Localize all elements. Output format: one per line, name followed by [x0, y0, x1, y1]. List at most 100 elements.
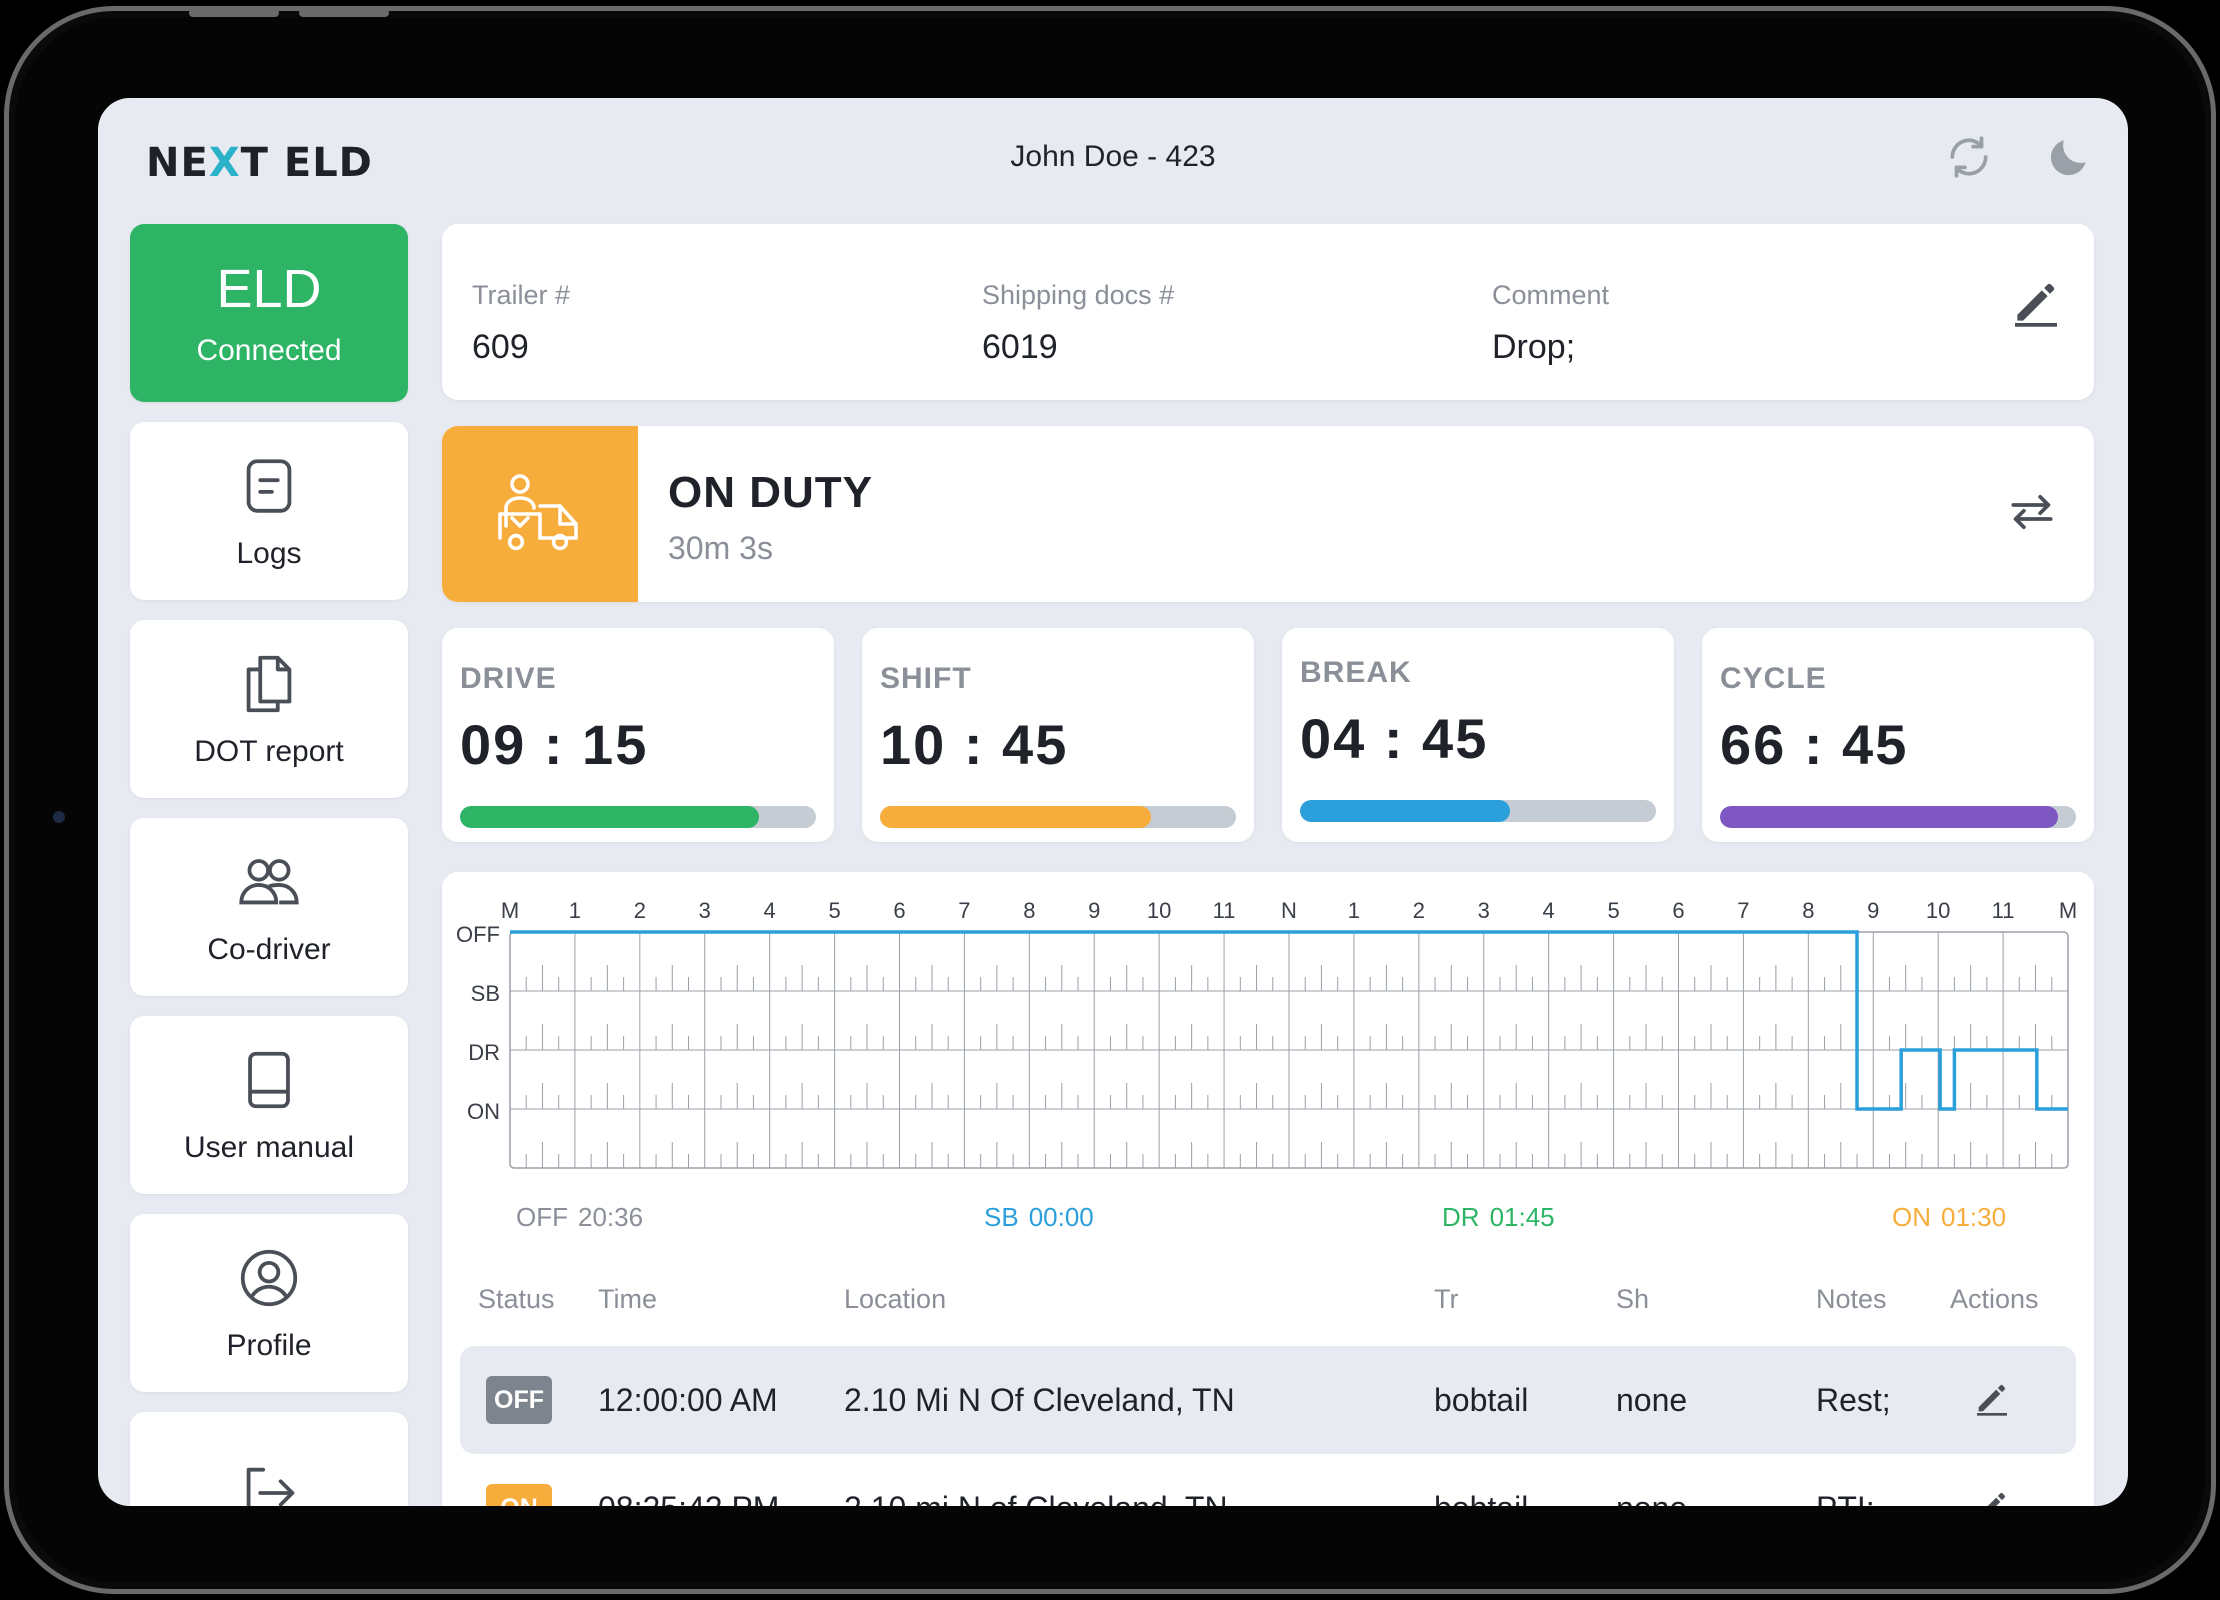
hardware-button	[189, 9, 279, 17]
progress-track	[460, 806, 816, 828]
logs-icon	[246, 459, 292, 513]
status-row-label: DR	[468, 1040, 500, 1065]
duty-status-card[interactable]: ON DUTY 30m 3s	[442, 426, 2094, 602]
sync-icon[interactable]	[1944, 132, 1994, 182]
status-row-label: ON	[467, 1099, 500, 1124]
row-location: 2.10 Mi N Of Cleveland, TN	[844, 1382, 1235, 1418]
hour-label: 5	[828, 898, 840, 923]
summary-value: 01:45	[1489, 1202, 1555, 1232]
sidebar-item-profile[interactable]: Profile	[130, 1214, 408, 1392]
status-badge: ON	[486, 1484, 552, 1506]
progress-fill	[1720, 806, 2059, 828]
timer-value: 09 : 15	[460, 713, 649, 776]
hour-label: 9	[1088, 898, 1100, 923]
progress-track	[1300, 800, 1656, 822]
hour-label: 10	[1147, 898, 1171, 923]
camera-dot	[53, 811, 65, 823]
row-location: 2.10 mi N of Cleveland, TN	[844, 1490, 1228, 1506]
edit-icon[interactable]	[2008, 274, 2064, 330]
app-screen: NEXT ELD John Doe - 423 ELD Connected Lo…	[98, 98, 2128, 1506]
hour-label: 2	[1413, 898, 1425, 923]
hour-label: 3	[699, 898, 711, 923]
shipping-docs-value: 6019	[982, 328, 1058, 366]
eld-status-card[interactable]: ELD Connected	[130, 224, 408, 402]
summary-key: SB	[984, 1202, 1019, 1232]
column-header-tr: Tr	[1434, 1284, 1459, 1314]
progress-fill	[460, 806, 760, 828]
sidebar-item-label: Profile	[226, 1329, 312, 1362]
shift-timer-card: SHIFT 10 : 45	[862, 628, 1254, 842]
status-badge: OFF	[486, 1376, 552, 1424]
column-header-notes: Notes	[1816, 1284, 1887, 1314]
row-shipping: none	[1616, 1382, 1688, 1418]
timer-label: CYCLE	[1720, 662, 1827, 695]
sidebar-item-logs[interactable]: Logs	[130, 422, 408, 600]
hour-label: 5	[1607, 898, 1619, 923]
sidebar-item-logout[interactable]	[130, 1412, 408, 1506]
row-notes: PTI;	[1816, 1490, 1875, 1506]
document-icon	[246, 655, 292, 713]
sidebar-item-user-manual[interactable]: User manual	[130, 1016, 408, 1194]
table-row[interactable]: ON 08:25:42 PM 2.10 mi N of Cleveland, T…	[460, 1454, 2076, 1506]
column-header-actions: Actions	[1950, 1284, 2039, 1314]
profile-icon	[240, 1249, 298, 1307]
progress-track	[880, 806, 1236, 828]
progress-fill	[1300, 800, 1511, 822]
sidebar-item-co-driver[interactable]: Co-driver	[130, 818, 408, 996]
hour-label: N	[1281, 898, 1297, 923]
column-header-location: Location	[844, 1284, 947, 1314]
hour-label: 11	[1992, 898, 2015, 923]
summary-on: ON 01:30	[1892, 1202, 2006, 1233]
edit-icon[interactable]	[1972, 1378, 2012, 1418]
hour-label: M	[501, 898, 519, 923]
hardware-button	[299, 9, 389, 17]
break-timer-card: BREAK 04 : 45	[1282, 628, 1674, 842]
column-header-status: Status	[478, 1284, 555, 1314]
logout-icon	[246, 1467, 295, 1506]
duty-status-line	[510, 930, 2068, 1111]
table-row[interactable]: OFF 12:00:00 AM 2.10 Mi N Of Cleveland, …	[460, 1346, 2076, 1454]
summary-key: ON	[1892, 1202, 1931, 1232]
hour-label: 8	[1023, 898, 1035, 923]
moon-icon[interactable]	[2044, 132, 2094, 182]
hour-label: 1	[1348, 898, 1360, 923]
summary-value: 00:00	[1028, 1202, 1094, 1232]
edit-icon[interactable]	[1972, 1486, 2012, 1506]
comment-value: Drop;	[1492, 328, 1576, 366]
hour-label: 4	[1543, 898, 1555, 923]
hour-label: 7	[958, 898, 970, 923]
eld-title: ELD	[216, 259, 322, 319]
sidebar-item-label: Logs	[236, 537, 302, 570]
summary-off: OFF 20:36	[516, 1202, 643, 1233]
hour-label: M	[2059, 898, 2077, 923]
sidebar-item-dot-report[interactable]: DOT report	[130, 620, 408, 798]
book-icon	[248, 1051, 290, 1109]
trailer-value: 609	[472, 328, 529, 366]
log-graph-card: M 1 2 3 4 5 6 7 8 9 10 11 N 1 2 3 4 5 6 7 8 9 10 11 M OFF SB DR ON O…	[442, 872, 2094, 1506]
comment-label: Comment	[1492, 280, 1610, 310]
cycle-timer-card: CYCLE 66 : 45	[1702, 628, 2094, 842]
summary-dr: DR 01:45	[1442, 1202, 1555, 1233]
row-trailer: bobtail	[1434, 1490, 1528, 1506]
drive-timer-card: DRIVE 09 : 15	[442, 628, 834, 842]
row-trailer: bobtail	[1434, 1382, 1529, 1418]
timer-label: SHIFT	[880, 662, 972, 695]
hour-label: 4	[764, 898, 776, 923]
hour-label: 6	[893, 898, 905, 923]
timer-value: 66 : 45	[1720, 713, 1909, 776]
summary-sb: SB 00:00	[984, 1202, 1094, 1233]
row-time: 12:00:00 AM	[598, 1382, 778, 1418]
duty-elapsed: 30m 3s	[668, 530, 773, 566]
top-bar: NEXT ELD John Doe - 423	[98, 98, 2128, 218]
summary-key: DR	[1442, 1202, 1480, 1232]
timer-value: 04 : 45	[1300, 707, 1489, 770]
sidebar-item-label: DOT report	[194, 735, 344, 768]
summary-value: 20:36	[578, 1202, 644, 1232]
status-row-label: SB	[471, 981, 500, 1006]
timer-label: DRIVE	[460, 662, 557, 695]
timer-label: BREAK	[1300, 656, 1412, 689]
progress-track	[1720, 806, 2076, 828]
hour-label: 11	[1213, 898, 1236, 923]
switch-status-icon[interactable]	[2004, 484, 2060, 540]
eld-connection-status: Connected	[196, 334, 342, 367]
